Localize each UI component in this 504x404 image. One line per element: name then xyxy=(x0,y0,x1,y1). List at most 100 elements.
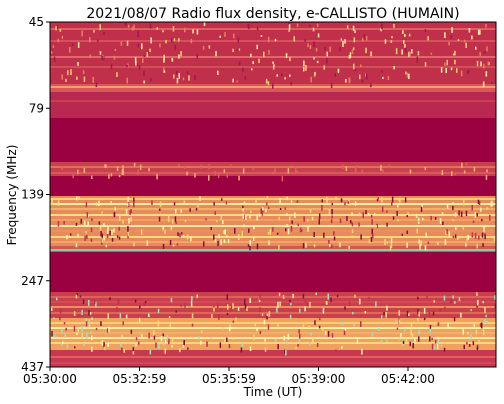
noise-speck xyxy=(372,233,374,239)
noise-speck xyxy=(290,200,293,203)
spectral-line xyxy=(50,327,496,329)
noise-speck xyxy=(114,207,116,211)
noise-speck xyxy=(128,218,130,224)
noise-speck xyxy=(321,205,323,211)
noise-speck xyxy=(138,317,141,323)
noise-speck xyxy=(293,36,295,42)
noise-speck xyxy=(220,215,223,220)
noise-speck xyxy=(344,39,346,44)
noise-speck xyxy=(317,33,320,38)
noise-speck xyxy=(208,174,210,181)
noise-speck xyxy=(120,343,122,347)
noise-speck xyxy=(264,339,266,342)
noise-speck xyxy=(305,243,307,248)
noise-speck xyxy=(103,237,105,241)
noise-speck xyxy=(323,232,325,238)
noise-speck xyxy=(194,173,196,178)
noise-speck xyxy=(106,234,109,239)
noise-speck xyxy=(180,209,182,213)
noise-speck xyxy=(484,306,486,313)
noise-speck xyxy=(286,340,288,345)
noise-speck xyxy=(116,72,118,77)
noise-speck xyxy=(77,42,80,48)
y-tick-label: 45 xyxy=(29,15,44,29)
noise-speck xyxy=(196,294,198,299)
noise-speck xyxy=(318,213,321,220)
noise-speck xyxy=(227,239,230,244)
noise-speck xyxy=(85,321,88,327)
noise-speck xyxy=(490,201,492,207)
noise-speck xyxy=(170,226,173,231)
noise-speck xyxy=(113,55,116,60)
noise-speck xyxy=(276,307,278,313)
noise-speck xyxy=(409,52,411,58)
noise-speck xyxy=(226,294,228,300)
noise-speck xyxy=(432,311,435,316)
noise-speck xyxy=(436,343,439,350)
noise-speck xyxy=(473,324,476,328)
noise-speck xyxy=(143,54,146,58)
noise-speck xyxy=(467,71,469,75)
noise-speck xyxy=(245,215,247,220)
noise-speck xyxy=(450,35,452,39)
noise-speck xyxy=(431,343,434,350)
y-tick-label: 247 xyxy=(21,274,44,288)
noise-speck xyxy=(440,344,443,347)
noise-speck xyxy=(429,325,432,329)
noise-speck xyxy=(415,213,418,218)
x-axis-title: Time (UT) xyxy=(243,385,303,399)
noise-speck xyxy=(310,332,312,336)
noise-speck xyxy=(443,295,446,301)
noise-speck xyxy=(107,343,109,348)
noise-speck xyxy=(288,24,291,30)
noise-speck xyxy=(266,202,268,206)
noise-speck xyxy=(143,302,146,307)
noise-speck xyxy=(256,26,259,31)
noise-speck xyxy=(345,165,348,171)
noise-speck xyxy=(368,296,370,299)
noise-speck xyxy=(370,236,373,242)
noise-speck xyxy=(109,297,111,301)
noise-speck xyxy=(168,338,170,345)
noise-speck xyxy=(408,33,411,37)
spectral-line xyxy=(50,214,496,216)
noise-speck xyxy=(441,170,444,176)
noise-speck xyxy=(59,316,61,321)
noise-speck xyxy=(360,321,362,327)
noise-speck xyxy=(267,231,270,235)
noise-speck xyxy=(256,329,258,332)
noise-speck xyxy=(295,346,297,349)
noise-speck xyxy=(445,68,447,74)
spectral-line xyxy=(50,306,496,308)
noise-speck xyxy=(272,83,274,89)
noise-speck xyxy=(457,238,459,241)
noise-speck xyxy=(272,227,274,232)
noise-speck xyxy=(90,227,93,232)
noise-speck xyxy=(90,331,92,334)
noise-speck xyxy=(303,60,305,67)
noise-speck xyxy=(105,244,108,248)
noise-speck xyxy=(127,234,129,239)
noise-speck xyxy=(174,44,177,51)
noise-speck xyxy=(130,209,132,214)
noise-speck xyxy=(452,295,454,299)
spectral-line xyxy=(50,225,496,227)
noise-speck xyxy=(382,169,384,173)
noise-speck xyxy=(284,207,286,210)
noise-speck xyxy=(346,25,349,29)
noise-speck xyxy=(446,59,448,66)
noise-speck xyxy=(402,30,404,34)
noise-speck xyxy=(390,242,393,248)
noise-speck xyxy=(133,242,135,247)
noise-speck xyxy=(260,35,263,38)
noise-speck xyxy=(241,231,243,237)
noise-speck xyxy=(318,219,320,225)
noise-speck xyxy=(324,331,327,336)
noise-speck xyxy=(437,242,439,246)
noise-speck xyxy=(329,244,331,247)
noise-speck xyxy=(267,206,270,209)
noise-speck xyxy=(127,226,129,232)
noise-speck xyxy=(485,24,487,28)
noise-speck xyxy=(164,229,166,235)
noise-speck xyxy=(211,314,213,318)
